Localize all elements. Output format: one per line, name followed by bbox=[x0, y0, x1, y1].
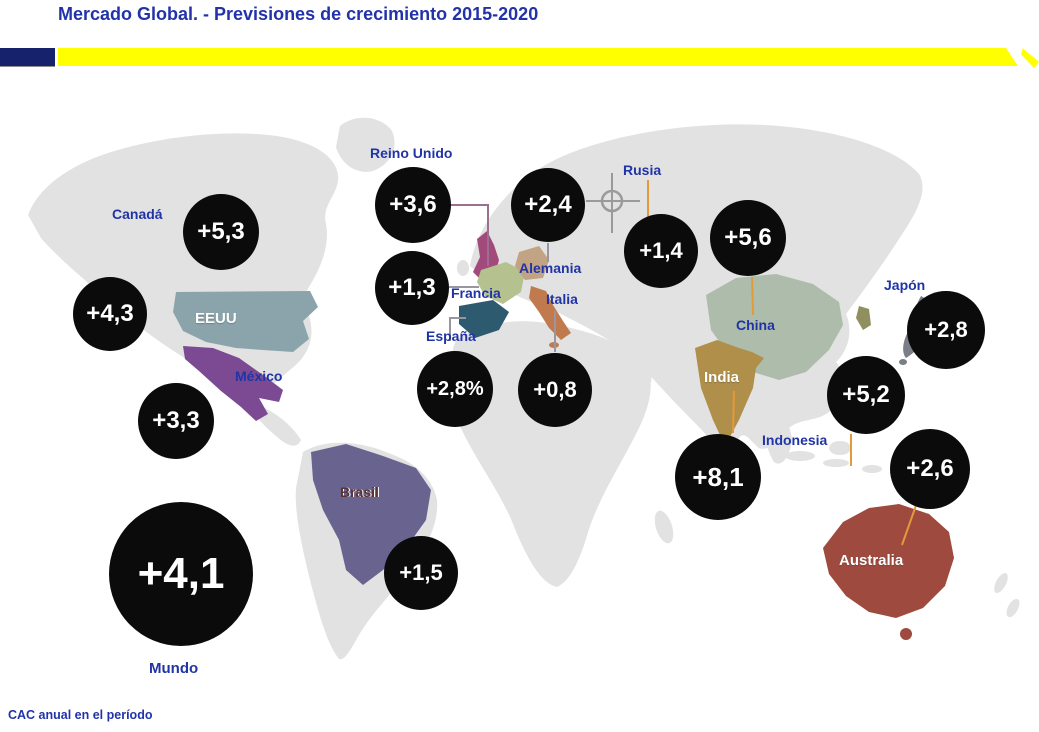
map-island-java bbox=[823, 459, 849, 467]
bubble-india: +8,1 bbox=[675, 434, 761, 520]
label-australia: Australia bbox=[839, 552, 904, 569]
bubble-rusia: +1,4 bbox=[624, 214, 698, 288]
map-country-francia bbox=[477, 262, 525, 304]
label-mexico: México bbox=[235, 368, 283, 384]
label-rusia: Rusia bbox=[623, 162, 662, 178]
map-country-espana bbox=[459, 300, 509, 338]
map-landmass-arabia bbox=[594, 343, 653, 407]
map-country-alemania bbox=[515, 246, 549, 280]
label-alemania: Alemania bbox=[519, 260, 582, 276]
connector-india bbox=[732, 390, 735, 434]
label-indonesia: Indonesia bbox=[762, 432, 828, 448]
map-landmass-africa bbox=[450, 321, 651, 587]
connector-reino-unido bbox=[449, 204, 489, 266]
bubble-mexico: +3,3 bbox=[138, 383, 214, 459]
label-francia: Francia bbox=[451, 285, 501, 301]
bubble-mundo: +4,1 bbox=[109, 502, 253, 646]
bubble-reino-unido: +3,6 bbox=[375, 167, 451, 243]
label-eeuu: EEUU bbox=[195, 310, 237, 327]
map-landmass-north-america bbox=[28, 133, 339, 401]
label-india: India bbox=[704, 369, 740, 386]
bubble-italia: +0,8 bbox=[518, 353, 592, 427]
map-island-sumatra bbox=[785, 451, 815, 461]
map-landmass-indochina bbox=[763, 398, 792, 464]
bubble-brasil: +1,5 bbox=[384, 536, 458, 610]
label-china: China bbox=[736, 317, 775, 333]
label-brasil: Brasil bbox=[340, 484, 379, 500]
map-country-corea bbox=[856, 306, 871, 330]
map-landmass-greenland bbox=[336, 117, 395, 172]
map-country-mexico bbox=[183, 346, 283, 421]
map-island-borneo bbox=[829, 441, 851, 455]
map-island-new-zealand-south bbox=[1006, 598, 1020, 618]
bubble-francia: +1,3 bbox=[375, 251, 449, 325]
label-mundo: Mundo bbox=[149, 660, 199, 677]
bubble-eeuu: +4,3 bbox=[73, 277, 147, 351]
map-island-new-zealand-north bbox=[994, 573, 1008, 593]
map-landmass-madagascar bbox=[654, 510, 674, 544]
bubble-canada: +5,3 bbox=[183, 194, 259, 270]
map-country-australia bbox=[823, 504, 954, 618]
map-country-eeuu bbox=[173, 291, 318, 352]
map-island-lesser-sunda bbox=[862, 465, 882, 473]
footnote: CAC anual en el período bbox=[8, 708, 153, 722]
label-italia: Italia bbox=[546, 291, 578, 307]
bubble-espana: +2,8% bbox=[417, 351, 493, 427]
connector-espana bbox=[449, 317, 466, 341]
crosshair-icon bbox=[586, 173, 640, 233]
map-island-kyushu bbox=[899, 359, 907, 365]
label-japon: Japón bbox=[884, 277, 926, 293]
connector-china bbox=[751, 276, 754, 316]
label-reino-unido: Reino Unido bbox=[370, 145, 453, 161]
accent-bar-navy bbox=[0, 48, 55, 67]
bubble-australia: +2,6 bbox=[890, 429, 970, 509]
page-title: Mercado Global. - Previsiones de crecimi… bbox=[58, 4, 539, 24]
map-country-italia bbox=[529, 286, 571, 340]
label-canada: Canadá bbox=[112, 206, 163, 222]
accent-bar-yellow bbox=[58, 48, 1018, 66]
bubble-japon: +2,8 bbox=[907, 291, 985, 369]
map-island-tasmania bbox=[900, 628, 912, 640]
map-country-india bbox=[695, 340, 764, 446]
bubble-indonesia: +5,2 bbox=[827, 356, 905, 434]
map-island-ireland bbox=[457, 260, 469, 276]
bubble-alemania: +2,4 bbox=[511, 168, 585, 242]
bubble-china: +5,6 bbox=[710, 200, 786, 276]
label-espana: España bbox=[426, 328, 476, 344]
